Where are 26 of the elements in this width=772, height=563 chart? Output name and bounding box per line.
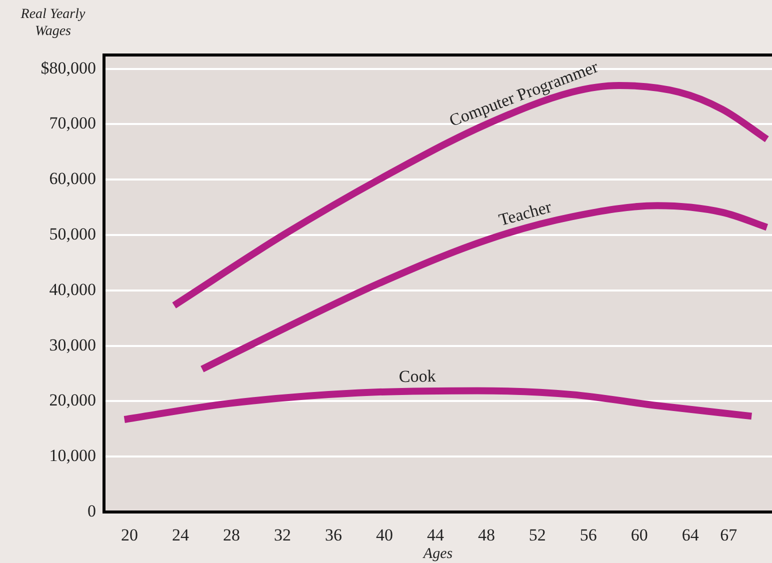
x-tick-label: 28 [222,526,240,545]
y-axis-title: Real Yearly Wages [20,6,86,40]
x-tick-label: 67 [720,526,738,545]
x-axis-title: Ages [422,546,453,562]
y-tick-label: 40,000 [49,280,96,299]
y-tick-label: 30,000 [49,335,96,354]
y-tick-label: 60,000 [49,169,96,188]
x-tick-label: 64 [682,526,700,545]
x-tick-label: 40 [376,526,393,545]
y-tick-label: 50,000 [49,224,96,244]
x-tick-label: 60 [630,526,648,545]
y-tick-label: $80,000 [40,58,96,78]
series-label: Cook [398,366,436,386]
x-tick-label: 52 [528,526,546,545]
y-tick-label: 10,000 [49,446,96,466]
x-tick-label: 56 [580,526,597,545]
x-tick-label: 36 [324,526,342,545]
x-tick-label: 48 [478,526,495,545]
y-tick-label: 0 [88,501,96,520]
y-tick-label: 70,000 [49,114,96,133]
x-tick-label: 24 [172,526,190,545]
x-tick-label: 32 [274,526,291,545]
x-tick-label: 20 [120,526,138,545]
text: Teacher [496,197,554,230]
x-tick-label: 44 [426,526,444,545]
y-tick-label: 20,000 [49,390,96,410]
